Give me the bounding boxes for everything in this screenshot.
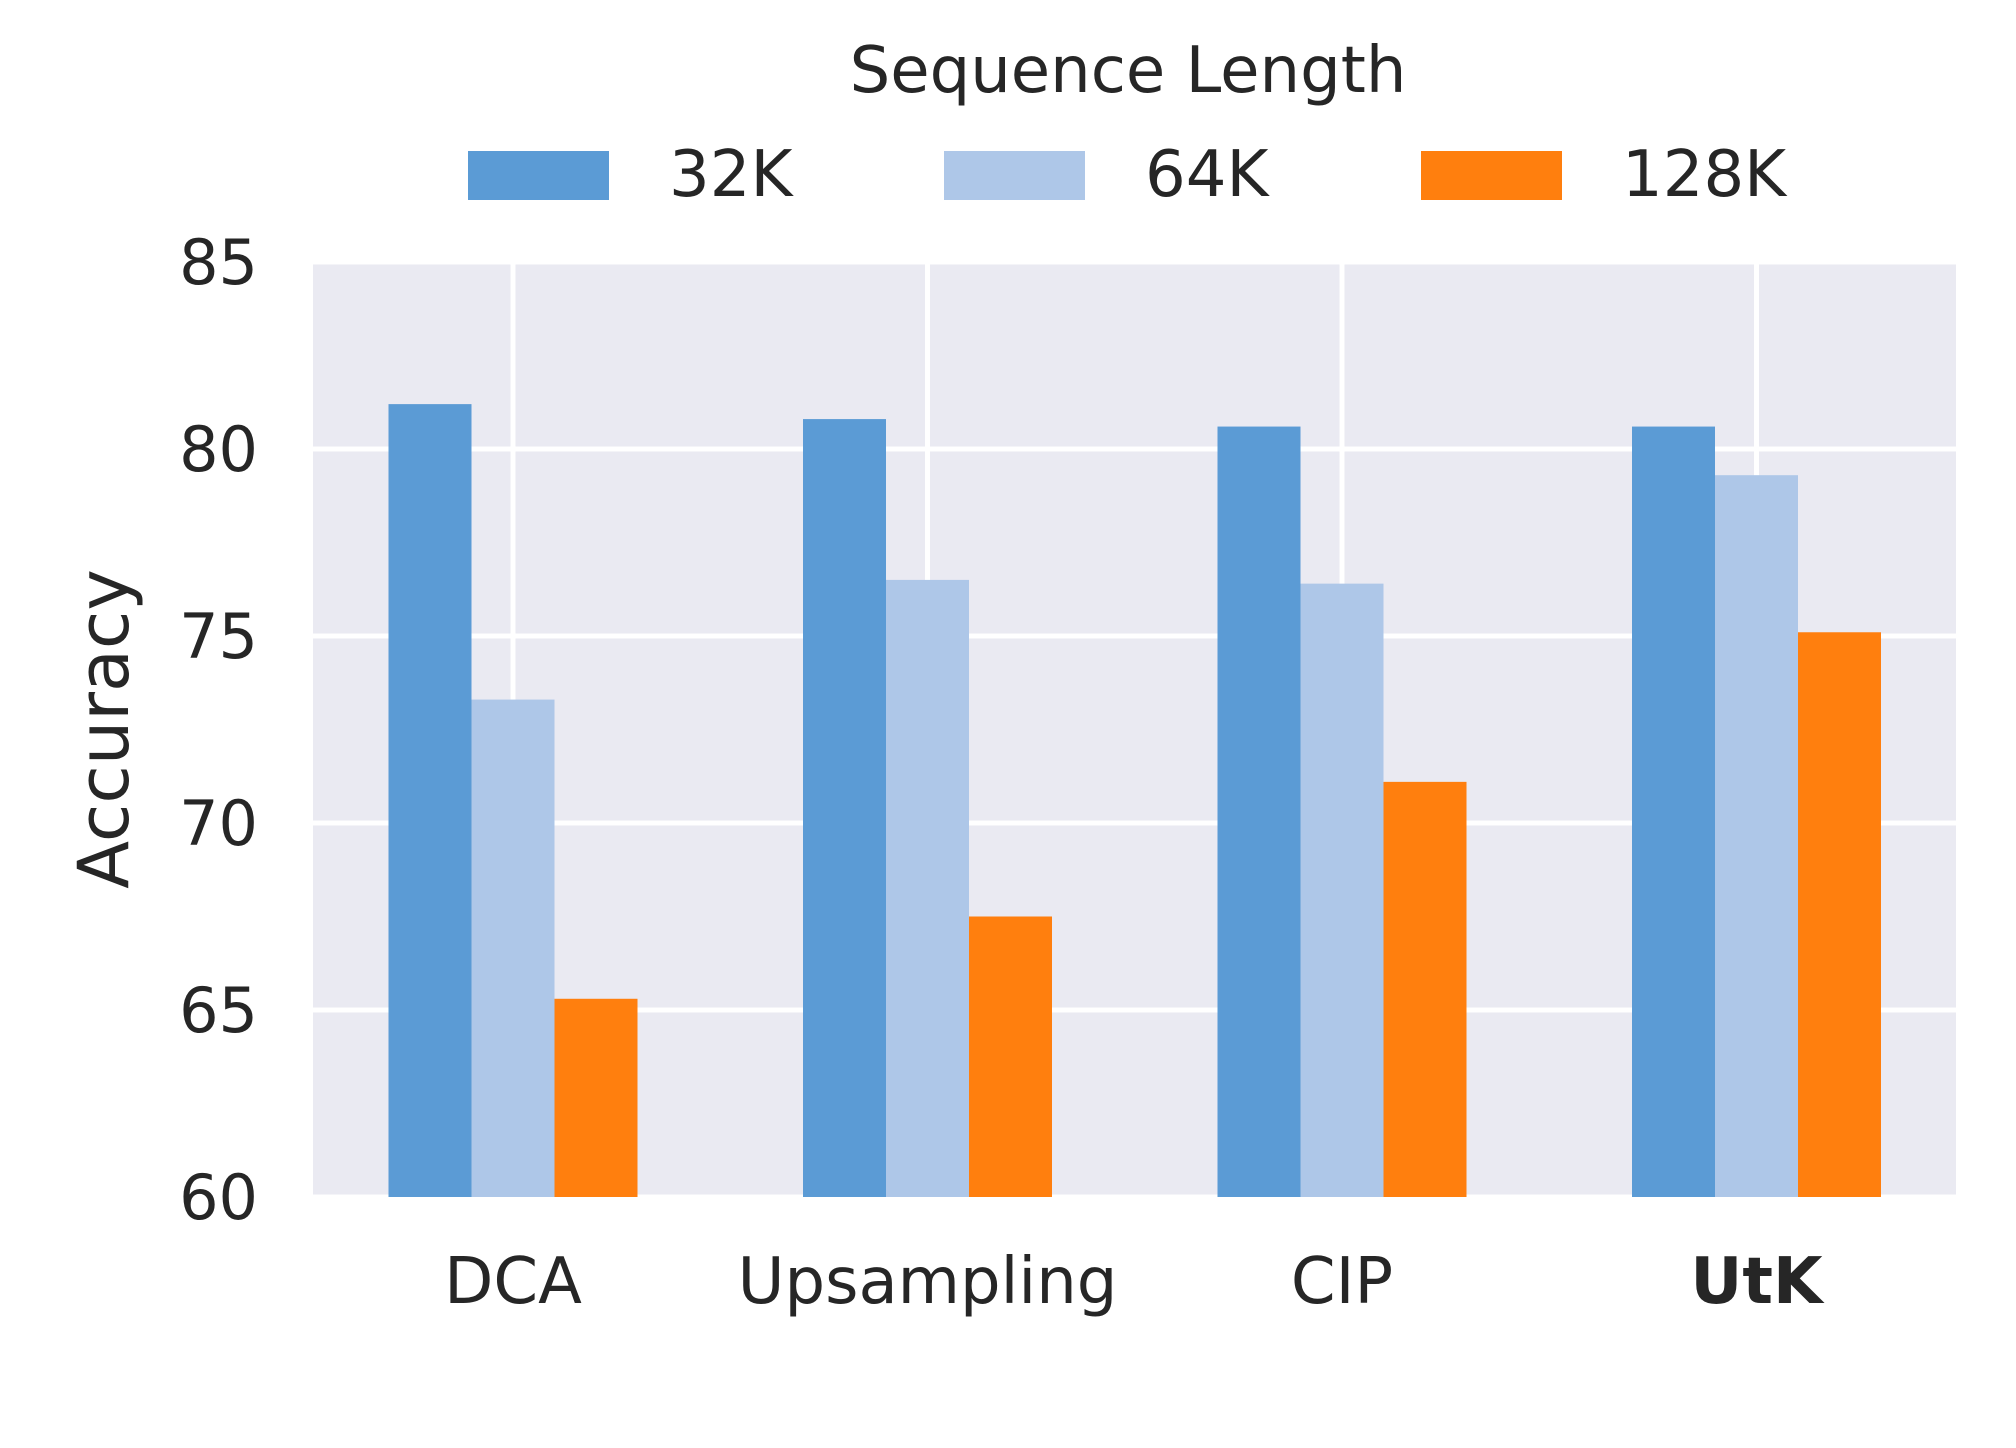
x-tick-label: CIP — [1291, 1245, 1393, 1319]
y-tick-label: 70 — [179, 787, 258, 860]
y-axis-ticks: 60 65 70 75 80 85 — [179, 226, 258, 1234]
bars — [388, 404, 1881, 1198]
x-tick-label: Upsampling — [738, 1245, 1118, 1319]
legend-label-128k: 128K — [1622, 138, 1788, 212]
y-axis-label: Accuracy — [63, 569, 145, 889]
bar-128k-dca — [554, 998, 638, 1197]
bar-64k-cip — [1300, 583, 1384, 1197]
bar-128k-utk — [1798, 632, 1881, 1197]
y-tick-label: 60 — [179, 1161, 258, 1234]
bar-32k-dca — [388, 404, 472, 1197]
legend-label-32k: 32K — [669, 138, 794, 212]
legend-swatch-64k — [944, 151, 1085, 200]
x-tick-label: DCA — [444, 1245, 582, 1319]
x-axis-ticks: DCA Upsampling CIP UtK — [444, 1245, 1825, 1319]
x-tick-label: UtK — [1690, 1245, 1825, 1319]
bar-32k-upsampling — [803, 419, 886, 1198]
bar-128k-cip — [1383, 781, 1467, 1197]
y-tick-label: 75 — [179, 600, 258, 673]
legend-swatch-32k — [468, 151, 609, 200]
bar-32k-cip — [1217, 426, 1301, 1197]
bar-64k-upsampling — [886, 579, 969, 1197]
y-tick-label: 80 — [179, 413, 258, 486]
bar-128k-upsampling — [969, 916, 1052, 1197]
legend-title: Sequence Length — [850, 34, 1407, 108]
legend-swatch-128k — [1421, 151, 1562, 200]
y-tick-label: 65 — [179, 974, 258, 1047]
legend: Sequence Length 32K 64K 128K — [468, 34, 1788, 212]
bar-64k-utk — [1715, 475, 1798, 1197]
bar-32k-utk — [1632, 426, 1715, 1197]
bar-64k-dca — [471, 699, 555, 1197]
legend-label-64k: 64K — [1145, 138, 1270, 212]
y-tick-label: 85 — [179, 226, 258, 299]
